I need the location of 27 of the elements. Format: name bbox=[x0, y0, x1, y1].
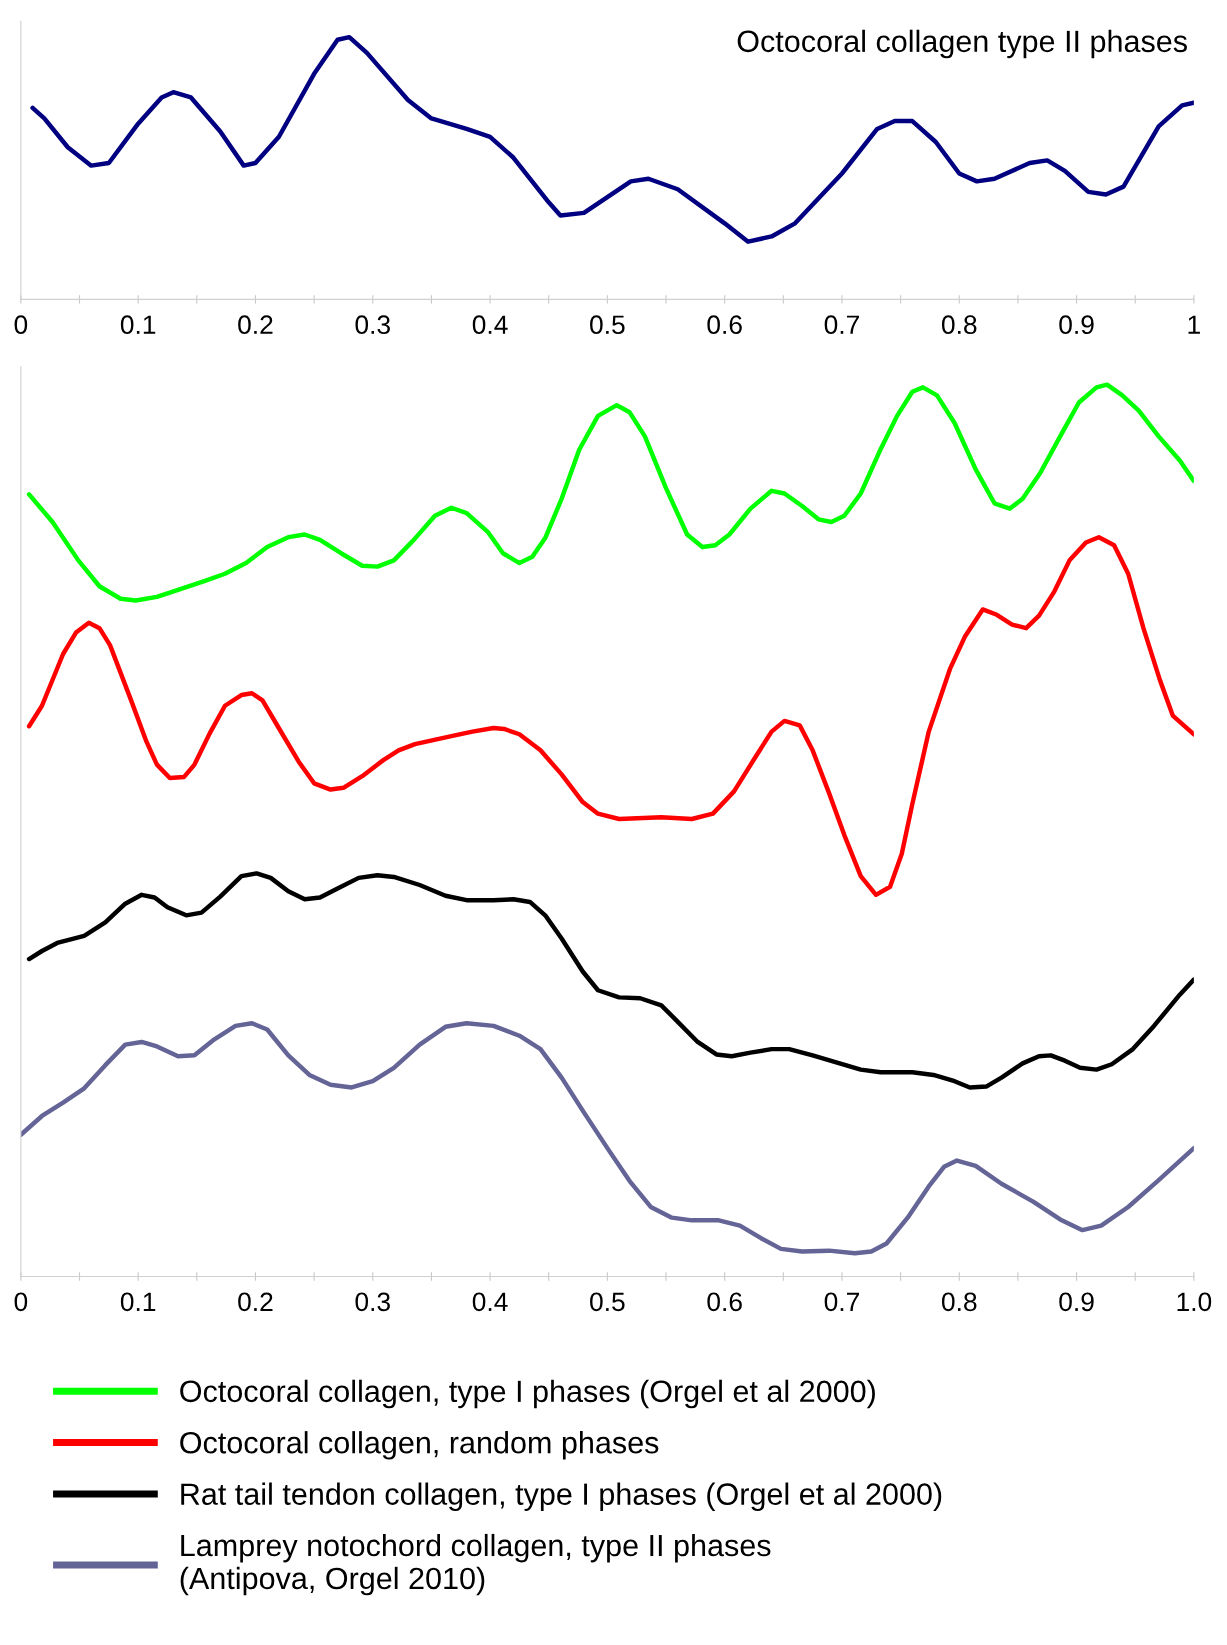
x-tick-label: 1 bbox=[1188, 315, 1200, 334]
x-tick-label: 0.5 bbox=[590, 315, 625, 335]
x-tick-label: 0.7 bbox=[824, 1292, 859, 1312]
x-tick-label: 0.9 bbox=[1059, 1292, 1094, 1312]
x-tick-label: 0.2 bbox=[238, 315, 273, 335]
x-tick-label: 0 bbox=[14, 315, 28, 335]
legend-label: Rat tail tendon collagen, type I phases (Orgel et al 2000) bbox=[181, 1482, 942, 1511]
x-tick-label: 0.3 bbox=[355, 1292, 390, 1312]
x-tick-label: 0.5 bbox=[590, 1292, 625, 1312]
x-tick-label: 0.9 bbox=[1059, 315, 1094, 335]
x-tick-label: 0 bbox=[14, 1292, 28, 1312]
x-tick-label: 0.6 bbox=[707, 315, 742, 335]
x-tick-label: 0.8 bbox=[941, 315, 977, 335]
legend-label: Octocoral collagen, type I phases (Orgel et al 2000) bbox=[180, 1379, 875, 1409]
x-tick-label: 0.4 bbox=[472, 1292, 508, 1312]
x-tick-label: 0.7 bbox=[824, 315, 859, 335]
legend-label: Octocoral collagen, random phases bbox=[180, 1431, 659, 1460]
legend-label: Lamprey notochord collagen, type II phases (Antipova, Orgel 2010) bbox=[180, 1533, 771, 1596]
x-tick-label: 0.1 bbox=[120, 1292, 156, 1312]
x-tick-label: 0.3 bbox=[355, 315, 390, 335]
x-tick-label: 0.2 bbox=[238, 1292, 273, 1312]
x-tick-label: 0.4 bbox=[472, 315, 508, 335]
x-tick-label: 0.8 bbox=[941, 1292, 977, 1312]
chart-title: Octocoral collagen type II phases bbox=[737, 29, 1187, 59]
x-tick-label: 1.0 bbox=[1177, 1292, 1212, 1312]
x-tick-label: 0.6 bbox=[707, 1292, 742, 1312]
x-tick-label: 0.1 bbox=[120, 315, 156, 335]
